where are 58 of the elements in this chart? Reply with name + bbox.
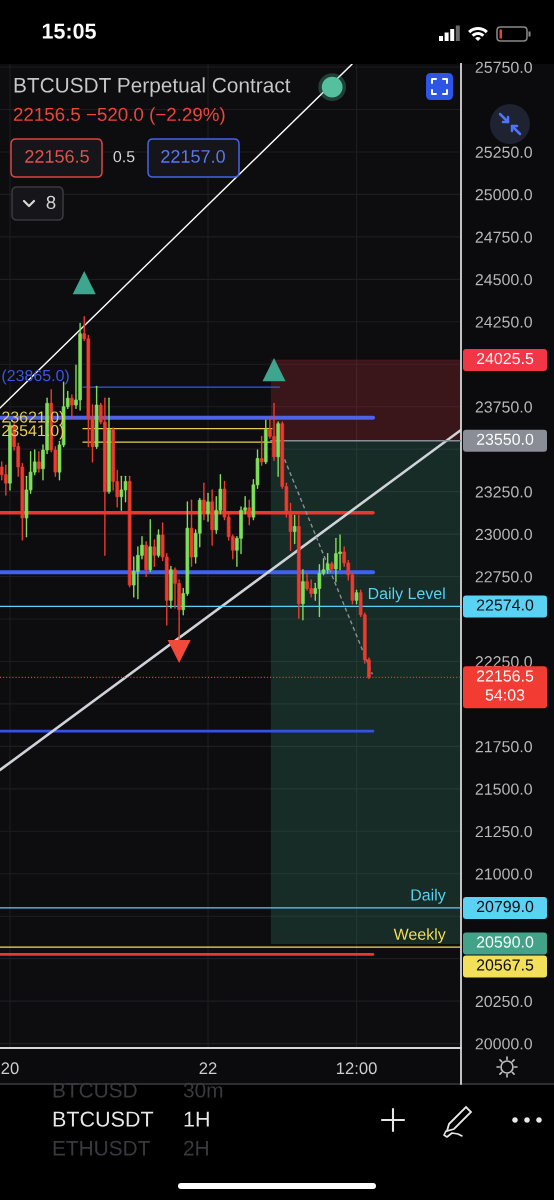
- data-label: 24025.5: [476, 352, 534, 365]
- annotation: 22157.0: [161, 150, 225, 163]
- y-tick-label: 22750.0: [475, 571, 532, 583]
- x-tick-label: 12:00: [336, 1062, 377, 1075]
- y-tick-label: 25750.0: [475, 61, 532, 73]
- y-tick-label: 25250.0: [475, 146, 532, 158]
- y-tick-label: 24250.0: [475, 316, 532, 328]
- candlestick: [37, 451, 41, 473]
- annotation: 0.5: [113, 150, 135, 163]
- y-tick-label: 21250.0: [475, 825, 532, 838]
- text: 15:05: [42, 23, 96, 39]
- text: BTCUSDT: [53, 1111, 154, 1127]
- y-tick-label: 21000.0: [475, 868, 532, 880]
- x-tick-label: 22: [199, 1062, 217, 1074]
- y-tick-label: 20000.0: [475, 1038, 532, 1050]
- candlestick: [4, 464, 8, 496]
- text: 22156.5 −520.0 (−2.29%): [13, 107, 225, 125]
- candlestick: [301, 569, 305, 621]
- y-tick-label: 21750.0: [475, 741, 532, 753]
- candlestick: [334, 537, 338, 583]
- data-label: 23550.0: [476, 433, 534, 445]
- y-tick-label: 23000.0: [475, 528, 532, 541]
- text: 30m: [183, 1082, 223, 1098]
- text: BTCUSDT Perpetual Contract: [14, 77, 291, 97]
- candlestick: [152, 539, 157, 568]
- text: BTCUSD: [53, 1082, 137, 1098]
- annotation: 22156.5: [25, 150, 89, 163]
- y-tick-label: 24750.0: [475, 231, 532, 243]
- text: 1H: [184, 1111, 209, 1127]
- x-tick-label: 20: [1, 1062, 19, 1075]
- candlestick: [325, 552, 330, 574]
- y-tick-label: 25000.0: [475, 189, 532, 201]
- candlestick: [148, 518, 153, 573]
- y-tick-label: 23750.0: [475, 401, 532, 413]
- y-tick-label: 20250.0: [475, 995, 532, 1008]
- candlestick: [156, 529, 161, 558]
- candlestick: [70, 394, 74, 420]
- candlestick: [272, 402, 276, 461]
- series-label: Daily: [411, 888, 446, 904]
- candlestick: [206, 492, 210, 523]
- y-tick-label: 22250.0: [475, 656, 532, 668]
- candlestick: [259, 435, 264, 467]
- annotation: 8: [46, 195, 56, 210]
- text: 54:03: [485, 689, 525, 701]
- text: 2H: [184, 1140, 208, 1156]
- candlestick: [119, 475, 124, 512]
- series-label: Weekly: [393, 928, 446, 944]
- y-tick-label: 23250.0: [475, 486, 532, 498]
- y-tick-label: 24500.0: [475, 273, 532, 286]
- y-tick-label: 21500.0: [475, 783, 532, 795]
- series-label: Daily Level: [368, 587, 445, 603]
- data-label: 22574.0: [476, 599, 534, 611]
- data-label: 20590.0: [476, 936, 534, 948]
- text: ETHUSDT: [53, 1140, 150, 1156]
- data-label: 20567.5: [476, 959, 534, 971]
- data-label: 22156.5: [476, 670, 534, 682]
- candlestick: [292, 514, 297, 545]
- data-label: 20799.0: [476, 900, 534, 913]
